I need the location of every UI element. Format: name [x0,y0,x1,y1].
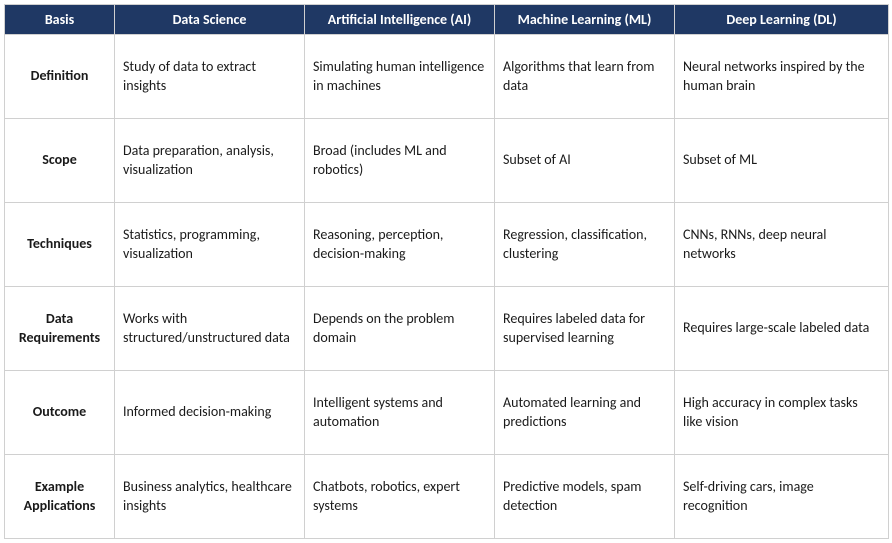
table-header: Basis Data Science Artificial Intelligen… [5,5,889,35]
table-row: Techniques Statistics, programming, visu… [5,203,889,287]
cell: Intelligent systems and automation [305,371,495,455]
cell: Statistics, programming, visualization [115,203,305,287]
row-basis: Scope [5,119,115,203]
cell: Simulating human intelligence in machine… [305,35,495,119]
cell: Requires labeled data for supervised lea… [495,287,675,371]
table-row: Scope Data preparation, analysis, visual… [5,119,889,203]
cell: Subset of AI [495,119,675,203]
row-basis: Definition [5,35,115,119]
col-header-dl: Deep Learning (DL) [675,5,889,35]
cell: High accuracy in complex tasks like visi… [675,371,889,455]
col-header-ml: Machine Learning (ML) [495,5,675,35]
col-header-basis: Basis [5,5,115,35]
table-row: Definition Study of data to extract insi… [5,35,889,119]
cell: Informed decision-making [115,371,305,455]
cell: Neural networks inspired by the human br… [675,35,889,119]
row-basis: Data Requirements [5,287,115,371]
cell: Data preparation, analysis, visualizatio… [115,119,305,203]
col-header-ai: Artificial Intelligence (AI) [305,5,495,35]
cell: Subset of ML [675,119,889,203]
cell: Study of data to extract insights [115,35,305,119]
cell: Depends on the problem domain [305,287,495,371]
comparison-table: Basis Data Science Artificial Intelligen… [4,4,889,539]
cell: Requires large-scale labeled data [675,287,889,371]
table-row: Data Requirements Works with structured/… [5,287,889,371]
col-header-data-science: Data Science [115,5,305,35]
row-basis: Outcome [5,371,115,455]
cell: CNNs, RNNs, deep neural networks [675,203,889,287]
table-body: Definition Study of data to extract insi… [5,35,889,539]
cell: Regression, classification, clustering [495,203,675,287]
table-row: Outcome Informed decision-making Intelli… [5,371,889,455]
cell: Reasoning, perception, decision-making [305,203,495,287]
cell: Algorithms that learn from data [495,35,675,119]
row-basis: Techniques [5,203,115,287]
cell: Works with structured/unstructured data [115,287,305,371]
cell: Broad (includes ML and robotics) [305,119,495,203]
cell: Automated learning and predictions [495,371,675,455]
